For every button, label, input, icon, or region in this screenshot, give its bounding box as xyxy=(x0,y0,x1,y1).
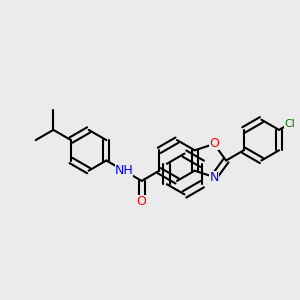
Text: O: O xyxy=(137,195,147,208)
Text: Cl: Cl xyxy=(284,119,295,129)
Text: O: O xyxy=(209,137,219,151)
Text: NH: NH xyxy=(115,164,134,177)
Text: N: N xyxy=(209,170,219,184)
